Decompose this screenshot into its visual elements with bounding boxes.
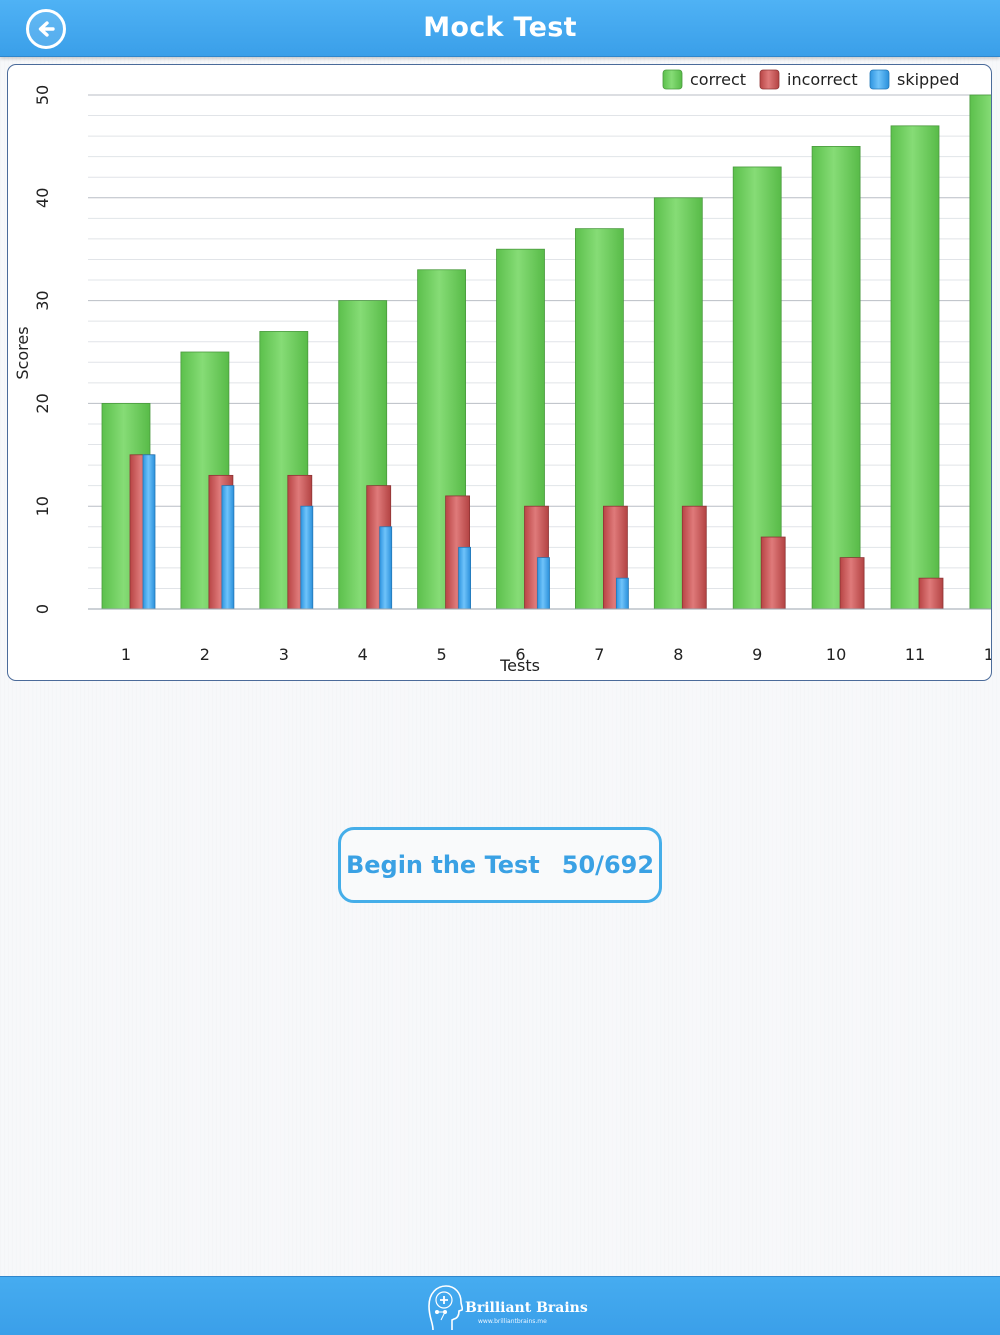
top-navigation-bar: Mock Test bbox=[0, 0, 1000, 57]
y-tick-label: 50 bbox=[33, 85, 52, 105]
y-tick-label: 0 bbox=[33, 604, 52, 614]
legend-label-skipped: skipped bbox=[897, 70, 959, 89]
footer-url: www.brilliantbrains.me bbox=[478, 1318, 547, 1325]
correct-bar bbox=[732, 166, 782, 610]
skipped-bar bbox=[142, 454, 156, 610]
brilliant-brains-logo: Brilliant Brains www.brilliantbrains.me bbox=[425, 1280, 588, 1332]
incorrect-bar bbox=[681, 505, 707, 610]
footer-brand: Brilliant Brains bbox=[465, 1300, 588, 1316]
x-tick-label: 3 bbox=[279, 645, 289, 664]
skipped-bar bbox=[300, 505, 314, 610]
legend-swatch-correct bbox=[662, 69, 683, 90]
legend-swatch-incorrect bbox=[759, 69, 780, 90]
y-axis-label: Scores bbox=[13, 326, 32, 379]
y-tick-label: 20 bbox=[33, 393, 52, 413]
x-tick-label: 8 bbox=[673, 645, 683, 664]
y-tick-label: 30 bbox=[33, 290, 52, 310]
incorrect-bar bbox=[839, 557, 865, 610]
begin-test-label: Begin the Test bbox=[345, 851, 540, 879]
x-tick-label: 2 bbox=[200, 645, 210, 664]
x-tick-label: 12 bbox=[984, 645, 992, 664]
brain-head-logo-icon bbox=[428, 1285, 464, 1331]
legend-label-correct: correct bbox=[690, 70, 746, 89]
x-tick-label: 10 bbox=[826, 645, 846, 664]
skipped-bar bbox=[221, 485, 235, 610]
x-axis-label: Tests bbox=[499, 656, 540, 675]
y-tick-label: 40 bbox=[33, 188, 52, 208]
x-tick-label: 4 bbox=[358, 645, 368, 664]
x-tick-label: 1 bbox=[121, 645, 131, 664]
incorrect-bar bbox=[918, 577, 944, 610]
x-tick-label: 5 bbox=[437, 645, 447, 664]
page-title: Mock Test bbox=[423, 12, 577, 43]
chart-legend: correct incorrect skipped bbox=[662, 69, 959, 90]
back-arrow-icon bbox=[38, 21, 55, 37]
correct-bar bbox=[811, 146, 861, 610]
back-button[interactable] bbox=[26, 9, 66, 49]
x-tick-label: 7 bbox=[594, 645, 604, 664]
x-tick-label: 11 bbox=[905, 645, 925, 664]
footer-bar: Brilliant Brains www.brilliantbrains.me bbox=[0, 1276, 1000, 1335]
x-tick-label: 9 bbox=[752, 645, 762, 664]
begin-test-button[interactable]: Begin the Test 50/692 bbox=[338, 827, 662, 903]
incorrect-bar bbox=[760, 536, 786, 610]
skipped-bar bbox=[458, 546, 472, 610]
y-tick-label: 10 bbox=[33, 496, 52, 516]
correct-bar bbox=[969, 94, 991, 610]
legend-swatch-skipped bbox=[869, 69, 890, 90]
legend-label-incorrect: incorrect bbox=[787, 70, 858, 89]
correct-bar bbox=[890, 125, 940, 610]
x-tick-label: 6 bbox=[515, 645, 525, 664]
skipped-bar bbox=[379, 526, 393, 610]
skipped-bar bbox=[537, 557, 550, 610]
question-count: 50/692 bbox=[561, 851, 655, 879]
skipped-bar bbox=[616, 577, 629, 610]
